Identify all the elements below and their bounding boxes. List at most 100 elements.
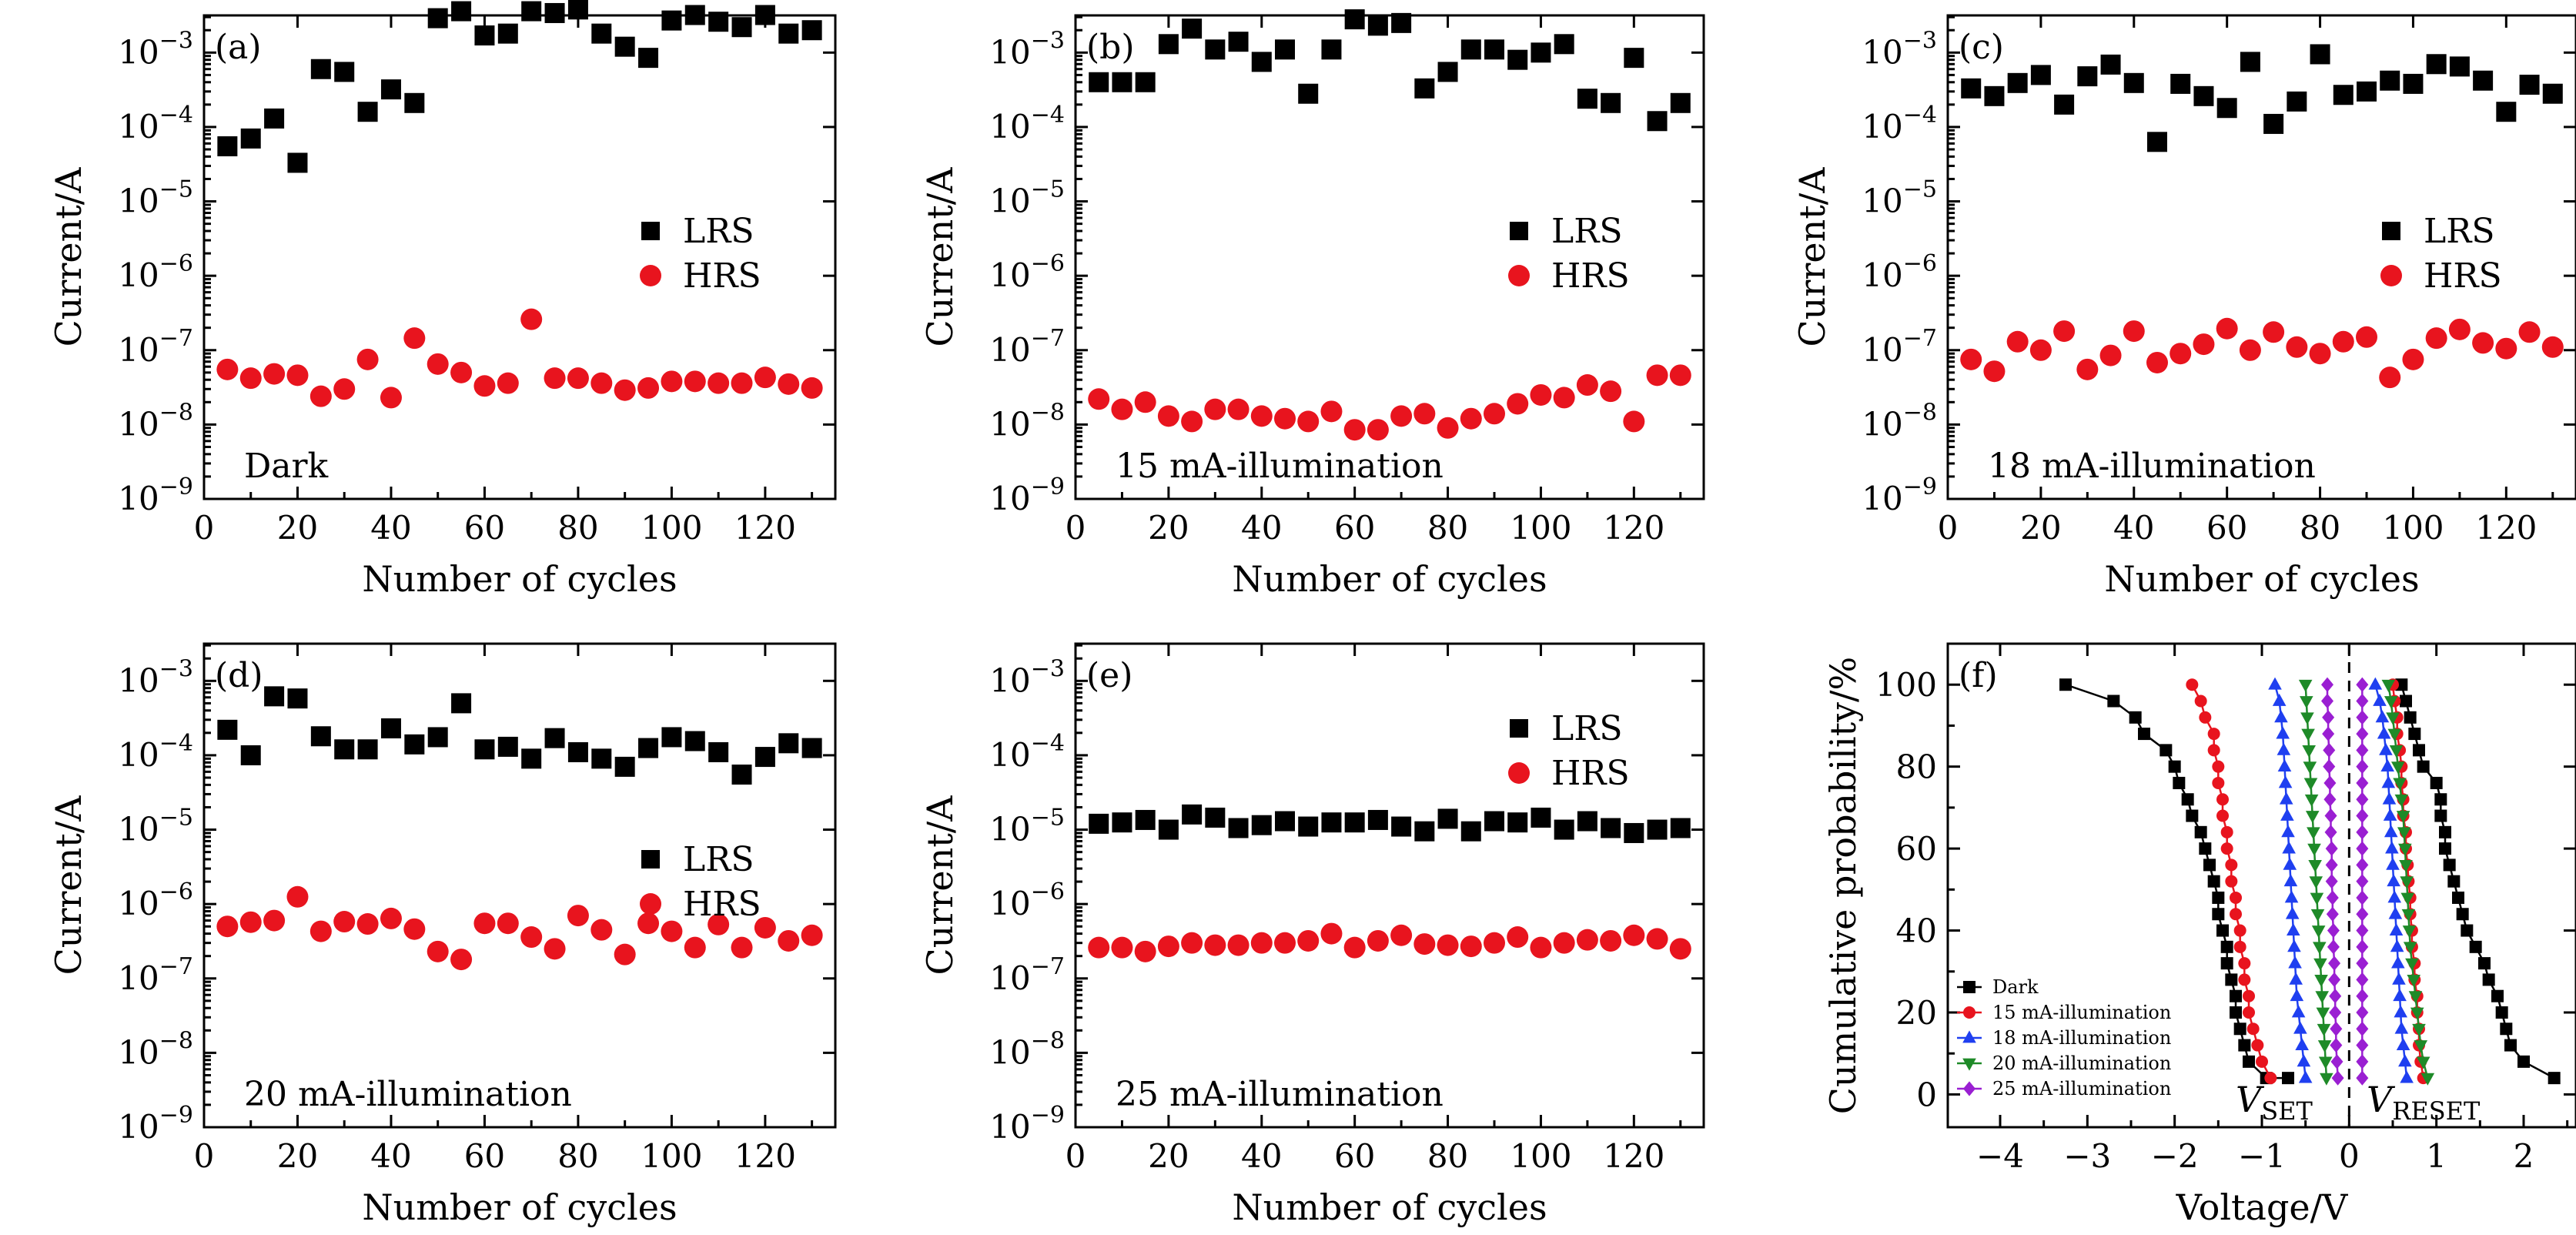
- hrs-point: [450, 361, 473, 383]
- hrs-point: [309, 385, 332, 407]
- legend-label: 25 mA-illumination: [1992, 1078, 2171, 1099]
- series-point-set: [2212, 908, 2225, 921]
- series-point-set: [2321, 677, 2333, 692]
- series-point-set: [2304, 794, 2319, 807]
- series-point-set: [2220, 825, 2233, 838]
- lrs-point: [1577, 89, 1597, 109]
- x-tick-label: 40: [1241, 1137, 1282, 1175]
- series-point-reset: [2495, 1006, 2508, 1019]
- hrs-point: [216, 915, 239, 938]
- series-point-reset: [2387, 874, 2400, 887]
- hrs-point: [263, 909, 286, 932]
- series-point-set: [2230, 1006, 2242, 1019]
- series-point-set: [2303, 778, 2318, 791]
- panel-label: (d): [215, 656, 263, 695]
- y-tick-label: 10−3: [118, 27, 193, 71]
- hrs-point: [2356, 326, 2377, 348]
- hrs-point: [590, 919, 613, 941]
- series-point-reset: [2356, 1070, 2369, 1086]
- series-point-reset: [2356, 841, 2369, 856]
- hrs-point: [2495, 337, 2517, 360]
- y-tick-label: 10−8: [989, 1027, 1065, 1071]
- series-point-reset: [2399, 859, 2413, 872]
- x-tick-label: 60: [464, 509, 505, 547]
- y-tick-label: 10−8: [118, 399, 193, 443]
- hrs-point: [2076, 358, 2099, 380]
- hrs-point: [1623, 924, 1645, 946]
- x-tick-label: 2: [2514, 1137, 2534, 1175]
- series-point-reset: [2482, 973, 2495, 986]
- legend-label-lrs: LRS: [683, 840, 754, 879]
- lrs-point: [1460, 821, 1481, 842]
- lrs-point: [1554, 34, 1574, 55]
- hrs-point: [1530, 936, 1552, 959]
- y-tick-label: 10−4: [118, 730, 193, 774]
- series-point-set: [2207, 728, 2220, 741]
- series-point-reset: [2394, 1021, 2409, 1034]
- lrs-point: [1321, 812, 1342, 833]
- series-point-set: [2220, 940, 2233, 953]
- x-tick-label: 20: [277, 1137, 318, 1175]
- series-point-set: [2243, 1006, 2255, 1019]
- hrs-point: [403, 918, 426, 940]
- x-tick-label: −1: [2238, 1137, 2286, 1175]
- hrs-point: [427, 353, 449, 375]
- series-point-set: [2277, 759, 2292, 772]
- legend-label-hrs: HRS: [2424, 256, 2502, 296]
- lrs-point: [1135, 809, 1156, 830]
- series-point-reset: [2391, 956, 2405, 969]
- hrs-point: [1484, 932, 1505, 954]
- series-point-set: [2323, 792, 2337, 807]
- lrs-point: [731, 17, 752, 38]
- hrs-point: [473, 375, 496, 397]
- x-tick-label: 40: [2113, 509, 2154, 547]
- hrs-point: [286, 885, 309, 908]
- series-point-set: [2322, 726, 2335, 741]
- lrs-point: [1391, 12, 1412, 33]
- series-point-reset: [2408, 991, 2423, 1004]
- lrs-point: [1554, 819, 1574, 840]
- condition-annotation: 18 mA-illumination: [1988, 447, 2316, 486]
- series-point-reset: [2356, 972, 2369, 988]
- panel-label: (a): [215, 28, 262, 67]
- series-point-reset: [2403, 942, 2417, 955]
- hrs-point: [356, 913, 379, 935]
- lrs-point: [1182, 18, 1203, 39]
- series-point-reset: [2356, 956, 2369, 971]
- series-point-set: [2323, 775, 2337, 791]
- legend-label-lrs: LRS: [1551, 709, 1623, 748]
- series-point-reset: [2397, 827, 2411, 840]
- hrs-point: [2239, 339, 2261, 361]
- lrs-point: [731, 765, 752, 785]
- series-point-reset: [2413, 744, 2425, 757]
- lrs-point: [357, 102, 378, 122]
- series-point-set: [2233, 924, 2246, 937]
- legend-label-lrs: LRS: [683, 212, 754, 251]
- x-tick-label: 60: [1334, 509, 1375, 547]
- series-point-reset: [2412, 1023, 2426, 1036]
- lrs-point: [778, 23, 799, 44]
- series-point-set: [2251, 1039, 2264, 1052]
- hrs-point: [1507, 393, 1529, 415]
- x-tick-label: 120: [2475, 509, 2537, 547]
- lrs-point: [1344, 9, 1365, 30]
- x-tick-label: 20: [1148, 1137, 1189, 1175]
- hrs-point: [1367, 419, 1389, 441]
- hrs-point: [1297, 929, 1320, 952]
- series-point-reset: [2356, 808, 2369, 824]
- series-point-set: [2212, 760, 2225, 773]
- series-point-set: [2288, 956, 2302, 969]
- series-point-set: [2220, 842, 2233, 855]
- series-point-set: [2274, 710, 2288, 723]
- lrs-point: [2426, 54, 2447, 75]
- series-point-set: [2317, 1040, 2332, 1053]
- hrs-point: [1413, 403, 1436, 425]
- series-point-set: [2289, 972, 2303, 985]
- series-point-set: [2318, 1056, 2333, 1069]
- lrs-point: [1460, 39, 1481, 60]
- x-tick-label: 80: [1427, 509, 1468, 547]
- x-tick-label: 60: [1334, 1137, 1375, 1175]
- series-point-reset: [2356, 775, 2369, 791]
- series-point-reset: [2392, 972, 2406, 985]
